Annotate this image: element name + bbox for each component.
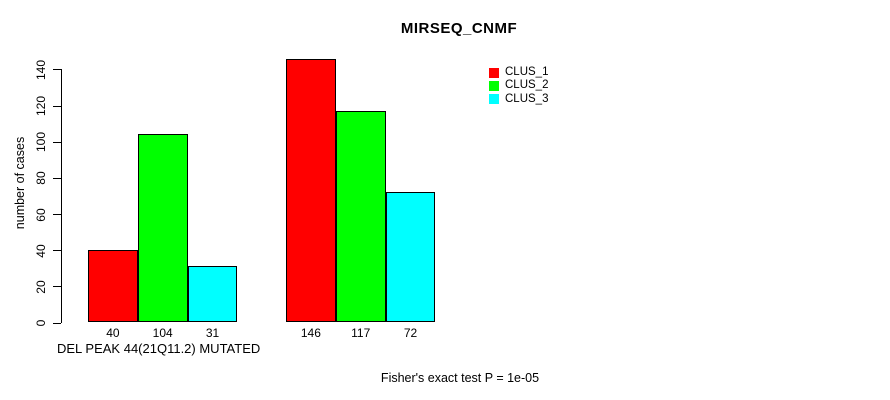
- bar-clus_1-group2: [286, 58, 336, 323]
- bar-value-label: 117: [351, 326, 371, 340]
- y-tick-mark: [53, 105, 61, 107]
- legend-item-clus_3: CLUS_3: [489, 93, 548, 106]
- y-tick-label: 20: [34, 280, 48, 294]
- y-tick-label: 120: [34, 96, 48, 117]
- y-tick-label: 40: [34, 244, 48, 258]
- bar-value-label: 104: [152, 326, 173, 340]
- y-tick-mark: [53, 214, 61, 216]
- bar-value-label: 146: [300, 326, 321, 340]
- y-tick-mark: [53, 322, 61, 324]
- legend-item-clus_2: CLUS_2: [489, 79, 548, 92]
- legend-label: CLUS_1: [505, 66, 549, 78]
- y-tick-mark: [53, 250, 61, 252]
- y-tick-label: 80: [34, 171, 48, 186]
- bar-value-label: 72: [403, 326, 418, 340]
- y-tick-mark: [53, 177, 61, 179]
- y-axis-line: [61, 69, 62, 324]
- chart-title: MIRSEQ_CNMF: [400, 20, 518, 37]
- y-tick-label: 60: [34, 207, 48, 222]
- legend-swatch-clus_1: [489, 67, 499, 78]
- bar-clus_1-group1: [88, 250, 138, 323]
- y-axis-label: number of cases: [13, 136, 27, 230]
- bar-clus_3-group2: [385, 192, 436, 323]
- x-axis-label: DEL PEAK 44(21Q11.2) MUTATED: [57, 341, 261, 356]
- legend-swatch-clus_3: [489, 94, 499, 105]
- bar-clus_3-group1: [187, 266, 238, 323]
- legend-label: CLUS_3: [505, 92, 549, 105]
- y-tick-label: 100: [34, 132, 48, 153]
- y-tick-mark: [53, 141, 61, 143]
- legend-label: CLUS_2: [505, 79, 549, 92]
- bar-value-label: 31: [205, 326, 220, 340]
- legend-item-clus_1: CLUS_1: [489, 66, 548, 79]
- bar-value-label: 40: [106, 326, 120, 340]
- y-tick-label: 0: [34, 319, 48, 327]
- legend-swatch-clus_2: [489, 80, 499, 91]
- bar-clus_2-group2: [335, 110, 386, 323]
- y-tick-label: 140: [34, 59, 48, 80]
- y-tick-mark: [53, 286, 61, 288]
- footnote-text: Fisher's exact test P = 1e-05: [380, 371, 540, 385]
- bar-clus_2-group1: [137, 134, 188, 323]
- y-tick-mark: [53, 69, 61, 71]
